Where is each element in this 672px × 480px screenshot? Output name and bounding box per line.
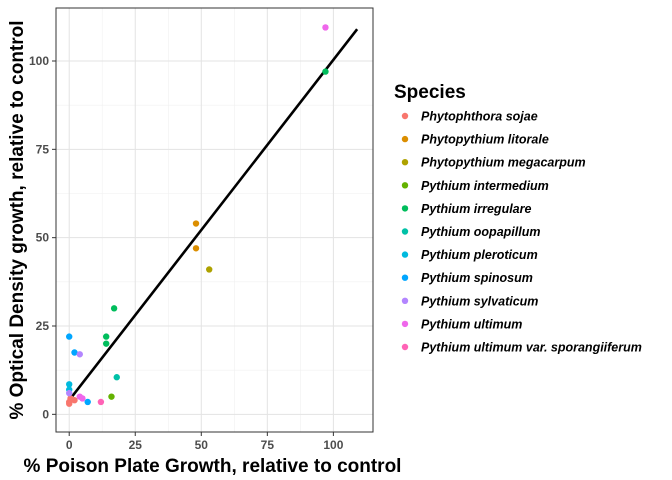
data-point — [66, 389, 73, 397]
x-axis-title: % Poison Plate Growth, relative to contr… — [24, 456, 402, 477]
legend-key — [401, 228, 409, 235]
data-point — [66, 333, 73, 340]
legend-key — [401, 182, 409, 189]
legend-label: Phytophthora sojae — [421, 110, 538, 124]
legend-key — [401, 343, 409, 351]
legend-key — [401, 297, 409, 304]
legend-label: Pythium ultimum var. sporangiiferum — [421, 341, 642, 355]
trend-line-group — [68, 28, 359, 401]
legend-label: Pythium pleroticum — [421, 248, 538, 262]
legend-label: Pythium oopapillum — [421, 225, 540, 239]
legend-label: Pythium ultimum — [421, 317, 522, 331]
y-tick-label: 50 — [36, 231, 50, 245]
x-axis-ticks: 0 25 50 75 100 — [66, 432, 344, 452]
legend-label: Pythium spinosum — [421, 271, 533, 285]
data-point — [108, 393, 115, 400]
y-tick-label: 25 — [36, 319, 50, 333]
legend-key — [401, 135, 409, 143]
x-tick-label: 0 — [66, 438, 73, 452]
legend-label: Pythium sylvaticum — [421, 294, 538, 308]
data-point — [322, 68, 329, 75]
data-point — [102, 340, 110, 347]
data-point — [322, 24, 329, 31]
y-axis-ticks: 0 25 50 75 100 — [29, 54, 56, 421]
legend-key — [401, 112, 409, 120]
data-point — [79, 395, 86, 402]
data-point — [84, 398, 91, 406]
trend-line — [68, 28, 359, 401]
legend-key — [401, 274, 409, 281]
legend-key — [401, 320, 409, 328]
legend-label: Pythium intermedium — [421, 179, 549, 193]
legend-key — [401, 159, 409, 166]
data-points — [66, 24, 329, 407]
data-point — [71, 397, 78, 404]
data-point — [102, 333, 110, 340]
x-tick-label: 100 — [323, 438, 343, 452]
data-point — [110, 305, 118, 312]
legend-key — [401, 251, 409, 258]
legend: Phytophthora sojae Phytopythium litorale P… — [401, 110, 642, 355]
x-tick-label: 75 — [261, 438, 275, 452]
x-tick-label: 50 — [195, 438, 209, 452]
data-point — [206, 266, 213, 273]
legend-label: Phytopythium megacarpum — [421, 156, 586, 170]
y-tick-label: 100 — [29, 54, 49, 68]
grid-lines — [56, 8, 373, 432]
y-axis-title: % Optical Density growth, relative to co… — [7, 20, 28, 419]
legend-title: Species — [394, 82, 466, 103]
data-point — [97, 398, 105, 406]
data-point — [71, 349, 78, 356]
y-tick-label: 75 — [36, 142, 50, 156]
data-point — [113, 374, 120, 381]
legend-label: Pythium irregulare — [421, 202, 531, 216]
y-tick-label: 0 — [42, 407, 49, 421]
plot-border — [55, 7, 374, 433]
data-point — [66, 400, 73, 407]
data-point — [192, 220, 200, 227]
data-point — [76, 351, 83, 358]
data-point — [192, 245, 200, 252]
data-point — [66, 381, 73, 388]
legend-key — [401, 205, 409, 212]
x-tick-label: 25 — [129, 438, 143, 452]
legend-label: Phytopythium litorale — [421, 133, 549, 147]
